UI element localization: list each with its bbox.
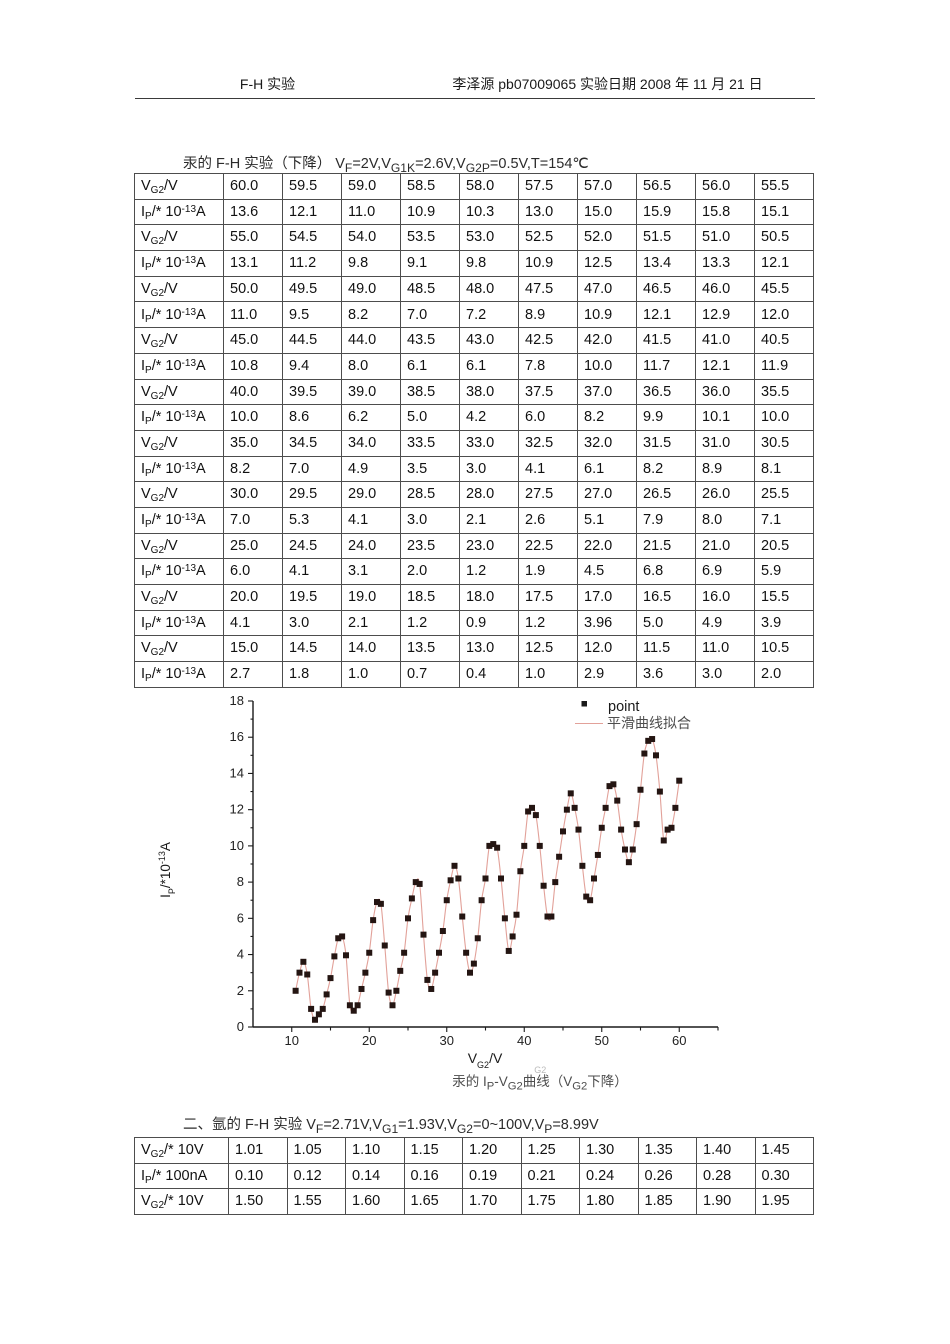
svg-text:40: 40 (517, 1033, 531, 1048)
svg-text:30: 30 (440, 1033, 454, 1048)
svg-text:12: 12 (230, 802, 244, 817)
svg-text:平滑曲线拟合: 平滑曲线拟合 (607, 715, 691, 731)
svg-text:8: 8 (237, 874, 244, 889)
svg-text:10: 10 (285, 1033, 299, 1048)
svg-text:4: 4 (237, 947, 244, 962)
svg-text:14: 14 (230, 765, 244, 780)
svg-text:6: 6 (237, 910, 244, 925)
svg-text:point: point (608, 699, 639, 715)
svg-text:50: 50 (595, 1033, 609, 1048)
svg-text:16: 16 (230, 729, 244, 744)
svg-text:IP/*10-13A: IP/*10-13A (157, 842, 177, 898)
svg-text:VG2/V: VG2/V (468, 1050, 503, 1070)
svg-text:60: 60 (672, 1033, 686, 1048)
svg-text:2: 2 (237, 983, 244, 998)
svg-text:20: 20 (362, 1033, 376, 1048)
svg-text:10: 10 (230, 838, 244, 853)
svg-text:18: 18 (230, 695, 244, 708)
svg-text:0: 0 (237, 1019, 244, 1034)
